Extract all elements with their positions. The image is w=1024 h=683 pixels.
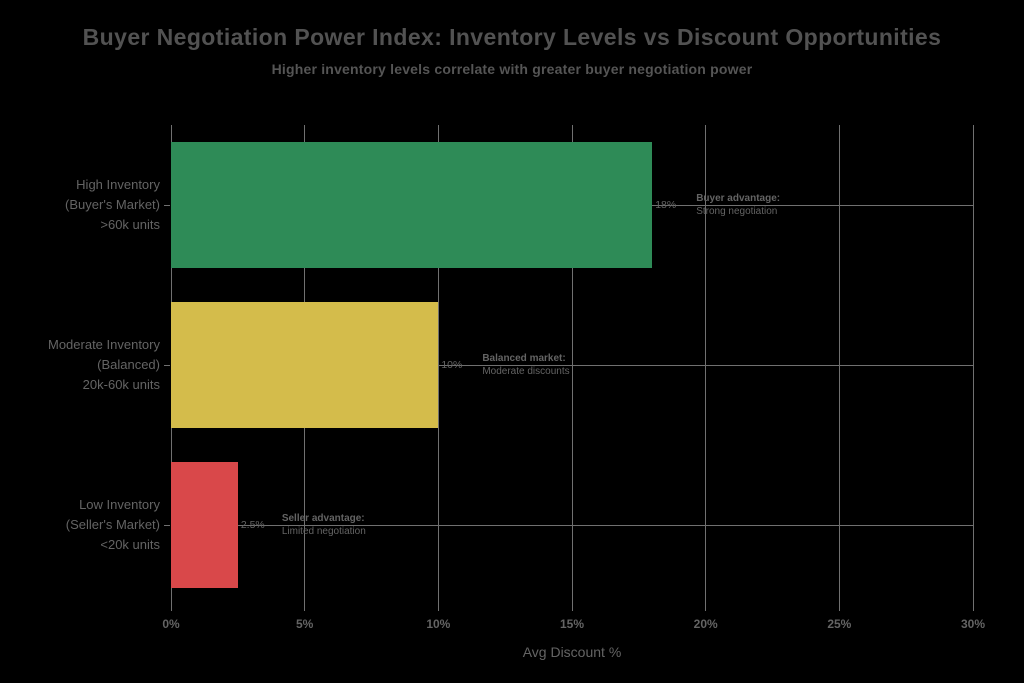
bar-annotation-moderate-inventory: Balanced market: Moderate discounts (482, 352, 569, 378)
x-tick-label: 30% (960, 617, 986, 631)
bar-high-inventory[interactable] (171, 142, 653, 268)
y-tick-mark (164, 524, 170, 526)
y-tick-mark (164, 204, 170, 206)
chart-subtitle: Higher inventory levels correlate with g… (271, 61, 753, 77)
y-category-label-line: (Seller's Market) (65, 517, 160, 532)
y-gridline (171, 364, 973, 366)
x-tick-label: 5% (295, 617, 314, 631)
x-gridline (972, 125, 974, 605)
bar-annotation-low-inventory: Seller advantage: Limited negotiation (282, 512, 366, 538)
x-tick-mark (571, 605, 573, 611)
x-tick-label: 20% (693, 617, 718, 631)
y-category-label-line: (Balanced) (97, 357, 160, 372)
bar-value-label-low-inventory: 2.5% (240, 519, 265, 531)
y-category-label-line: (Buyer's Market) (65, 197, 160, 212)
bar-moderate-inventory[interactable] (171, 302, 439, 428)
x-tick-mark (838, 605, 840, 611)
x-tick-label: 25% (827, 617, 852, 631)
annotation-heading: Balanced market: (482, 353, 566, 364)
annotation-heading: Seller advantage: (281, 513, 365, 524)
annotation-heading: Buyer advantage: (696, 193, 781, 204)
y-gridline (171, 524, 973, 526)
x-tick-mark (304, 605, 306, 611)
y-category-label-line: <20k units (100, 537, 160, 552)
annotation-detail: Strong negotiation (696, 206, 778, 217)
plot-area[interactable]: 0% 5% 10% 15% 20% 25% 30% High Inventory (Buyer'… (48, 125, 985, 631)
bar-value-label-high-inventory: 18% (655, 199, 677, 211)
y-category-label-line: Moderate Inventory (47, 337, 160, 352)
bar-annotation-high-inventory: Buyer advantage: Strong negotiation (696, 192, 780, 218)
x-tick-label: 0% (162, 617, 180, 631)
y-category-label-high-inventory: High Inventory (Buyer's Market) >60k units (0, 175, 160, 235)
x-tick-mark (705, 605, 707, 611)
bar-low-inventory[interactable] (171, 462, 238, 588)
x-tick-mark (437, 605, 439, 611)
bar-value-label-moderate-inventory: 10% (441, 359, 463, 371)
y-category-label-moderate-inventory: Moderate Inventory (Balanced) 20k-60k unit… (0, 335, 160, 395)
x-tick-label: 15% (559, 617, 585, 631)
y-category-label-line: >60k units (100, 217, 160, 232)
y-category-label-low-inventory: Low Inventory (Seller's Market) <20k units (0, 495, 160, 555)
x-tick-label: 10% (426, 617, 451, 631)
chart-title: Buyer Negotiation Power Index: Inventory… (82, 24, 942, 50)
y-tick-mark (164, 364, 170, 366)
y-category-label-line: 20k-60k units (82, 377, 160, 392)
annotation-detail: Limited negotiation (281, 526, 366, 537)
x-axis-title: Avg Discount % (522, 644, 622, 660)
x-tick-mark (170, 605, 172, 611)
y-category-label-line: High Inventory (76, 177, 160, 192)
annotation-detail: Moderate discounts (482, 366, 570, 377)
x-tick-mark (972, 605, 974, 611)
y-category-label-line: Low Inventory (79, 497, 160, 512)
